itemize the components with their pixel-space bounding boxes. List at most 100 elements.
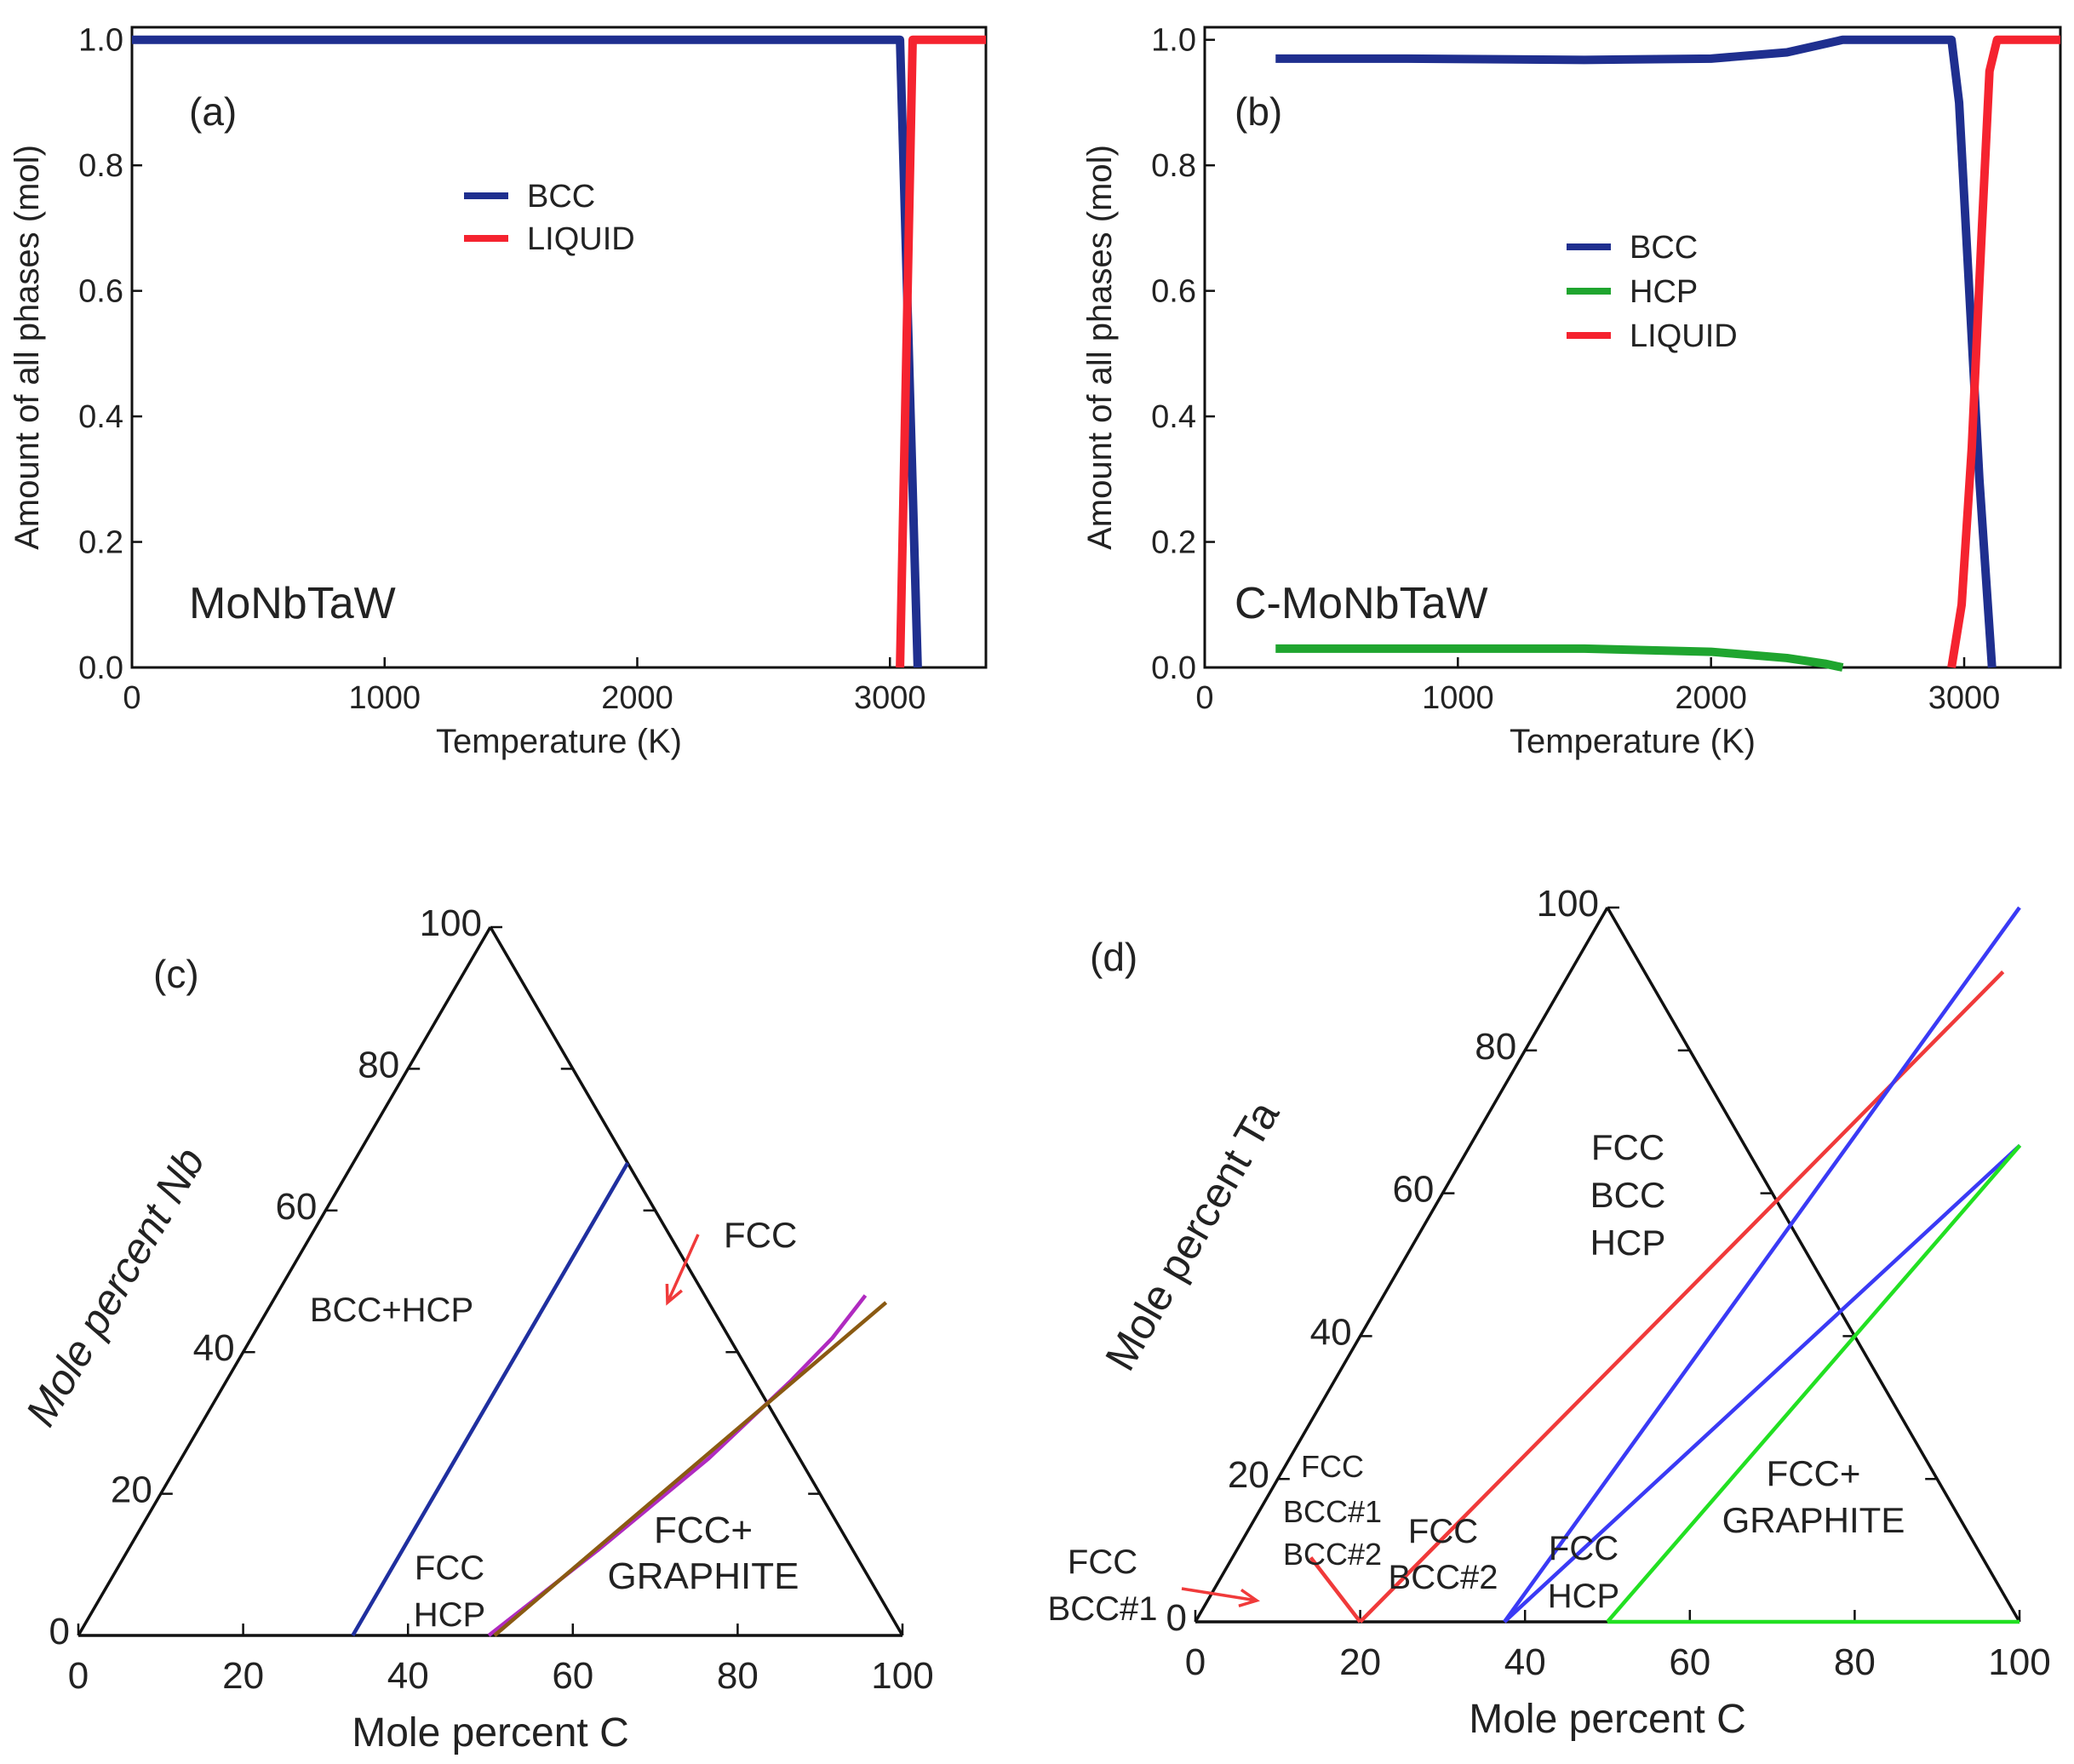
left-tick-label: 60	[275, 1186, 317, 1228]
annotation-arrowhead	[665, 1283, 683, 1306]
region-label: BCC#1	[1283, 1494, 1382, 1529]
y-tick-label: 0.2	[1151, 525, 1196, 561]
left-tick-label: 0	[1166, 1597, 1187, 1639]
region-label: BCC+HCP	[310, 1292, 473, 1329]
legend-label-liquid: LIQUID	[1630, 318, 1738, 354]
y-tick-label: 0.0	[78, 650, 123, 686]
left-tick-label: 80	[358, 1044, 399, 1085]
region-label: FCC	[1408, 1513, 1478, 1550]
legend-label-liquid: LIQUID	[527, 221, 635, 257]
ternary-left-axis	[77, 926, 492, 1636]
left-tick-label: 60	[1392, 1169, 1434, 1211]
y-tick-label: 0.0	[1151, 650, 1196, 686]
y-tick-label: 0.2	[78, 525, 123, 561]
region-label: FCC	[415, 1549, 484, 1587]
region-label: FCC	[1549, 1530, 1619, 1567]
left-tick-label: 80	[1475, 1026, 1516, 1068]
left-tick-label: 20	[1228, 1454, 1269, 1496]
region-label: GRAPHITE	[1722, 1500, 1905, 1540]
base-tick-label: 60	[552, 1655, 593, 1697]
panel-label: (b)	[1235, 89, 1282, 134]
phase-boundary-0	[351, 1161, 630, 1637]
base-tick-label: 80	[1834, 1641, 1876, 1683]
y-axis-label: Mole percent Ta	[1096, 1093, 1288, 1378]
x-tick-label: 2000	[601, 680, 673, 716]
x-axis-label: Mole percent C	[1469, 1697, 1745, 1742]
y-axis-label: Amount of all phases (mol)	[1081, 145, 1119, 550]
x-tick-label: 3000	[1928, 680, 2001, 716]
x-axis-label: Mole percent C	[352, 1710, 628, 1755]
region-label: BCC#2	[1389, 1559, 1498, 1596]
alloy-label: MoNbTaW	[189, 579, 396, 628]
panel-c-ternary: 00 20 20 40 40 60 60 80 80 100 100 Mole percent C Mo…	[16, 902, 933, 1755]
legend-label-bcc: BCC	[527, 179, 595, 215]
series-line-hcp	[1275, 644, 1844, 672]
annotation-arrowhead	[1238, 1589, 1260, 1608]
series-line-liquid	[1947, 35, 2060, 668]
x-tick-label: 1000	[348, 680, 421, 716]
region-label: FCC+	[654, 1509, 753, 1551]
plot-frame	[1203, 26, 2062, 669]
ternary-left-axis	[1194, 907, 1609, 1623]
series-line-bcc	[1275, 35, 1997, 668]
panel-b-chart: 0 1000 2000 3000 0.0 0.2 0.4 0.6 0.8 1.0 Temperatu…	[1081, 23, 2062, 760]
left-tick-label: 40	[193, 1327, 235, 1369]
left-tick-label: 100	[420, 902, 482, 944]
y-tick-label: 1.0	[78, 23, 123, 59]
annotation-arrow	[1181, 1587, 1258, 1602]
base-tick-label: 100	[1988, 1641, 2050, 1683]
x-axis-label: Temperature (K)	[1510, 723, 1756, 760]
region-label: BCC#2	[1283, 1537, 1382, 1572]
legend-label-hcp: HCP	[1630, 274, 1698, 310]
x-tick-label: 3000	[854, 680, 926, 716]
left-tick-label: 0	[49, 1611, 70, 1652]
series-line-liquid	[896, 35, 986, 668]
phase-boundary-2	[493, 1301, 888, 1637]
base-tick-label: 60	[1669, 1641, 1710, 1683]
panel-a-chart: 0 1000 2000 3000 0.0 0.2 0.4 0.6 0.8 1.0 Temperatu…	[9, 23, 988, 760]
base-tick-label: 0	[1185, 1641, 1206, 1683]
region-label: HCP	[1590, 1223, 1666, 1263]
y-tick-label: 0.6	[1151, 274, 1196, 310]
base-tick-label: 80	[717, 1655, 759, 1697]
plot-frame	[130, 26, 988, 669]
region-label: FCC	[1068, 1544, 1137, 1581]
alloy-label: C-MoNbTaW	[1235, 579, 1488, 628]
region-label: FCC	[724, 1215, 797, 1255]
x-tick-label: 0	[123, 680, 140, 716]
base-tick-label: 40	[1504, 1641, 1546, 1683]
region-label: HCP	[414, 1596, 485, 1634]
phase-boundary-0	[1309, 1556, 1362, 1624]
base-tick-label: 40	[387, 1655, 429, 1697]
ternary-right-axis	[1606, 907, 2021, 1623]
y-tick-label: 0.4	[78, 399, 123, 435]
series-line-bcc	[132, 35, 922, 668]
left-tick-label: 40	[1310, 1311, 1352, 1353]
y-axis-label: Amount of all phases (mol)	[9, 145, 46, 550]
base-tick-label: 20	[222, 1655, 264, 1697]
y-axis-label: Mole percent Nb	[16, 1140, 214, 1435]
phase-boundary-4	[1606, 1143, 2022, 1624]
y-tick-label: 1.0	[1151, 23, 1196, 59]
panel-label: (d)	[1090, 935, 1137, 979]
ternary-right-axis	[489, 926, 904, 1636]
phase-boundary-2	[1503, 906, 2021, 1624]
x-axis-label: Temperature (K)	[436, 723, 682, 760]
base-tick-label: 20	[1339, 1641, 1381, 1683]
base-tick-label: 100	[871, 1655, 933, 1697]
legend-label-bcc: BCC	[1630, 230, 1698, 266]
annotation-arrow	[666, 1234, 700, 1303]
x-tick-label: 1000	[1422, 680, 1494, 716]
y-tick-label: 0.8	[1151, 148, 1196, 184]
region-label: HCP	[1548, 1578, 1619, 1615]
region-label: GRAPHITE	[608, 1555, 799, 1597]
panel-label: (c)	[153, 952, 199, 996]
y-tick-label: 0.8	[78, 148, 123, 184]
region-label: FCC	[1591, 1127, 1664, 1167]
x-tick-label: 2000	[1675, 680, 1747, 716]
left-tick-label: 20	[111, 1469, 152, 1511]
region-label: BCC	[1590, 1175, 1666, 1215]
base-tick-label: 0	[68, 1655, 89, 1697]
y-tick-label: 0.4	[1151, 399, 1196, 435]
